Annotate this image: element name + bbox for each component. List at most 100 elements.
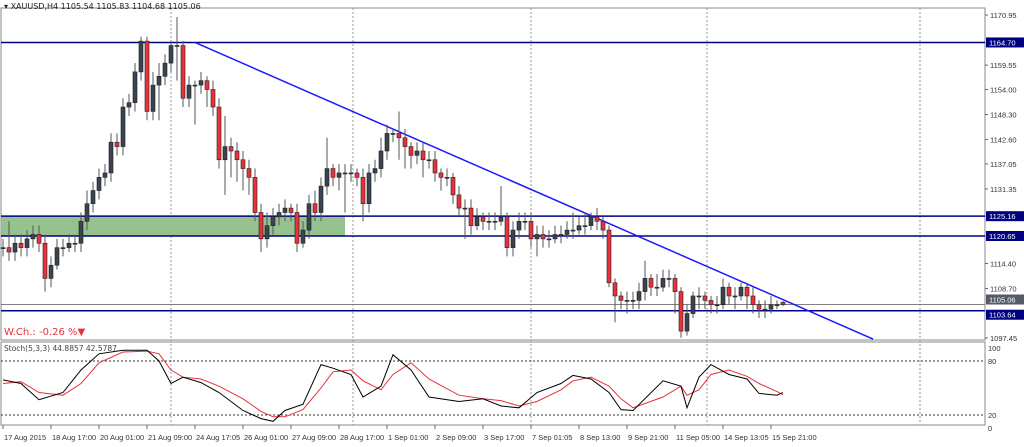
candle-body [516,220,522,231]
candle-body [168,45,174,64]
candle-body [774,304,780,307]
candle-body [588,216,594,226]
ohlc-open: 1105.54 [60,2,94,11]
candle-body [570,229,576,232]
time-tick-label: 2 Sep 09:00 [436,433,476,442]
candle-body [366,172,372,205]
candle-body [138,40,144,73]
candle-body [198,80,204,86]
candle-body [54,247,60,266]
candle-body [120,106,126,147]
candle-body [234,150,240,161]
time-tick-label: 24 Aug 17:05 [196,433,240,442]
candle-body [78,220,84,244]
candle-body [228,146,234,152]
candle-body [528,220,534,240]
time-tick-label: 1 Sep 01:00 [388,433,428,442]
candle-body [654,286,660,289]
candle-body [294,212,300,244]
candle-body [48,264,54,279]
price-level-label: 1103.64 [989,311,1016,320]
candle-body [102,172,108,178]
time-tick-label: 27 Aug 09:00 [292,433,336,442]
candle-body [324,168,330,187]
candle-body [468,207,474,226]
time-tick-label: 8 Sep 13:00 [580,433,620,442]
candle-body [438,172,444,178]
candle-body [258,212,264,240]
candle-body [174,45,180,47]
candle-body [642,278,648,292]
support-zone [1,216,345,237]
candle-body [270,216,276,226]
stochastic-signal-line [2,350,784,418]
candle-body [702,295,708,301]
candle-body [708,300,714,306]
price-level-label: 1105.06 [989,295,1016,304]
candle-body [156,75,162,86]
candle-body [420,150,426,161]
candle-body [192,84,198,87]
collapse-arrow-icon[interactable]: ▾ [4,2,11,11]
price-level-badge [986,231,1024,242]
candle-body [210,89,216,108]
candle-body [552,234,558,240]
candle-body [630,300,636,302]
stochastic-signal-value: 42.5787 [85,344,117,353]
price-tick-label: 1170.95 [990,11,1017,20]
candle-body [504,216,510,248]
candle-body [300,229,306,244]
candle-body [276,212,282,218]
stochastic-label: Stoch(5,3,3) 44.8857 42.5787 [4,344,117,353]
stochastic-tick-label: 100 [988,344,1001,353]
time-tick-label: 18 Aug 17:00 [52,433,96,442]
candle-body [720,286,726,306]
candle-body [534,234,540,240]
chart-header: ▾ XAUUSD,H4 1105.54 1105.83 1104.68 1105… [4,2,201,11]
candle-body [714,304,720,307]
main-panel-frame [0,7,986,341]
candle-body [492,220,498,223]
candle-body [390,133,396,135]
candle-body [474,216,480,226]
candle-body [18,242,24,248]
candle-body [330,168,336,178]
candle-body [240,159,246,169]
price-tick-label: 1142.60 [990,136,1017,145]
price-tick-label: 1114.40 [990,259,1016,268]
stochastic-panel-frame [0,341,986,426]
price-level-label: 1125.16 [989,212,1016,221]
price-level-badge [986,211,1024,222]
ohlc-high: 1105.83 [96,2,130,11]
weekly-change-value: -0.26 % [38,327,78,338]
candle-body [30,234,36,240]
price-tick-label: 1137.05 [990,160,1017,169]
candle-body [114,141,120,147]
candle-body [666,278,672,280]
stochastic-name: Stoch(5,3,3) [4,344,51,353]
candle-body [744,286,750,297]
candle-body [162,62,168,77]
candle-body [24,238,30,248]
candle-body [762,308,768,311]
candle-body [96,177,102,191]
candle-body [462,207,468,210]
candle-body [600,220,606,231]
candle-body [444,177,450,179]
candle-body [180,45,186,99]
price-tick-label: 1108.70 [990,285,1017,294]
weekly-change-label: W.Ch.: [4,327,36,338]
candle-body [450,177,456,196]
candle-body [72,242,78,245]
candle-body [204,80,210,90]
candle-body [624,300,630,302]
time-tick-label: 11 Sep 05:00 [676,433,720,442]
candle-body [336,172,342,178]
time-tick-label: 26 Aug 01:00 [244,433,288,442]
candle-body [318,185,324,213]
candle-body [288,207,294,213]
candle-body [618,295,624,301]
candle-body [696,295,702,298]
candle-body [768,304,774,310]
